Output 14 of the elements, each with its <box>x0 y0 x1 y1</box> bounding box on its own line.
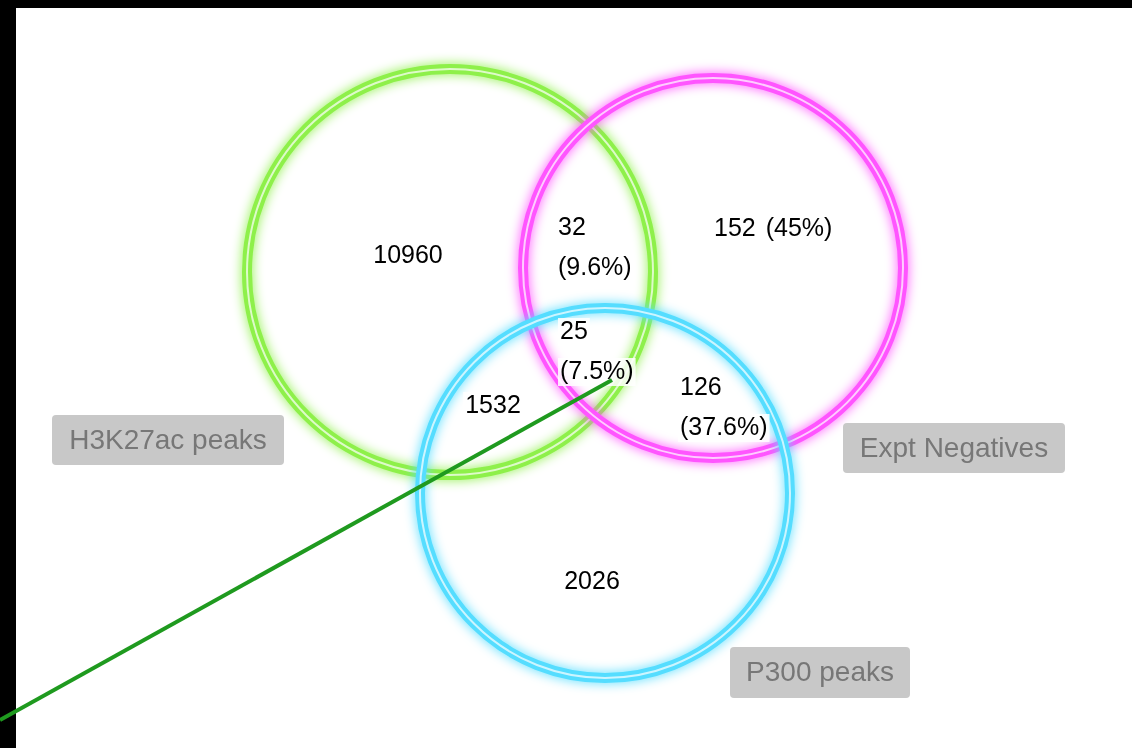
data-label: 32 <box>558 211 586 240</box>
data-label: 2026 <box>564 565 620 594</box>
data-label: 126 <box>680 371 722 400</box>
text: P300 peaks <box>746 656 894 688</box>
data-label: 1532 <box>465 389 521 418</box>
data-label: 25 <box>560 315 588 344</box>
text: (37.6%) <box>680 411 768 440</box>
data-label: 152 <box>714 212 756 241</box>
text: (9.6%) <box>558 251 632 280</box>
data-label: 10960 <box>373 239 443 268</box>
text: (45%) <box>765 212 833 241</box>
text: (7.5%) <box>560 355 634 384</box>
text: H3K27ac peaks <box>69 423 267 455</box>
text: Expt Negatives <box>859 431 1049 463</box>
